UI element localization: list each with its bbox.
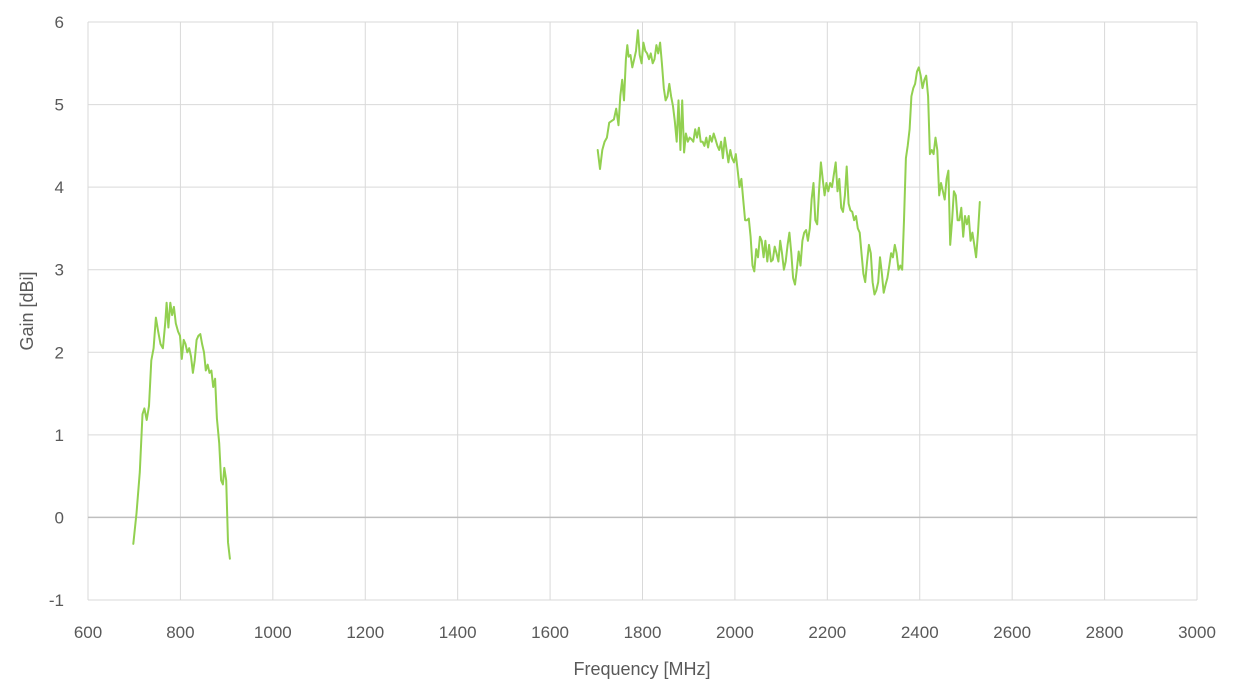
- gain-series-line: [132, 301, 231, 560]
- y-tick-label: 3: [55, 261, 64, 280]
- y-tick-label: 4: [55, 178, 64, 197]
- x-tick-label: 1400: [439, 623, 477, 642]
- x-tick-label: 2200: [808, 623, 846, 642]
- y-tick-label: 6: [55, 13, 64, 32]
- x-tick-label: 800: [166, 623, 194, 642]
- x-axis-title: Frequency [MHz]: [573, 659, 710, 679]
- y-axis-title: Gain [dBi]: [17, 271, 37, 350]
- y-tick-label: 2: [55, 343, 64, 362]
- x-tick-label: 1800: [624, 623, 662, 642]
- x-tick-label: 1000: [254, 623, 292, 642]
- y-tick-label: 0: [55, 508, 64, 527]
- y-axis-tick-labels: -1 0 1 2 3 4 5 6: [49, 13, 64, 610]
- x-axis-tick-labels: 600 800 1000 1200 1400 1600 1800 2000 2200 2400 26…: [74, 623, 1216, 642]
- x-tick-label: 3000: [1178, 623, 1216, 642]
- y-tick-label: 5: [55, 96, 64, 115]
- y-tick-label: -1: [49, 591, 64, 610]
- x-tick-label: 1600: [531, 623, 569, 642]
- x-tick-label: 600: [74, 623, 102, 642]
- x-tick-label: 2400: [901, 623, 939, 642]
- x-tick-label: 1200: [346, 623, 384, 642]
- x-tick-label: 2800: [1086, 623, 1124, 642]
- x-tick-label: 2600: [993, 623, 1031, 642]
- x-tick-label: 2000: [716, 623, 754, 642]
- y-tick-label: 1: [55, 426, 64, 445]
- gain-series-line: [596, 29, 981, 296]
- gridlines: [87, 21, 1198, 601]
- gain-series: [132, 29, 981, 560]
